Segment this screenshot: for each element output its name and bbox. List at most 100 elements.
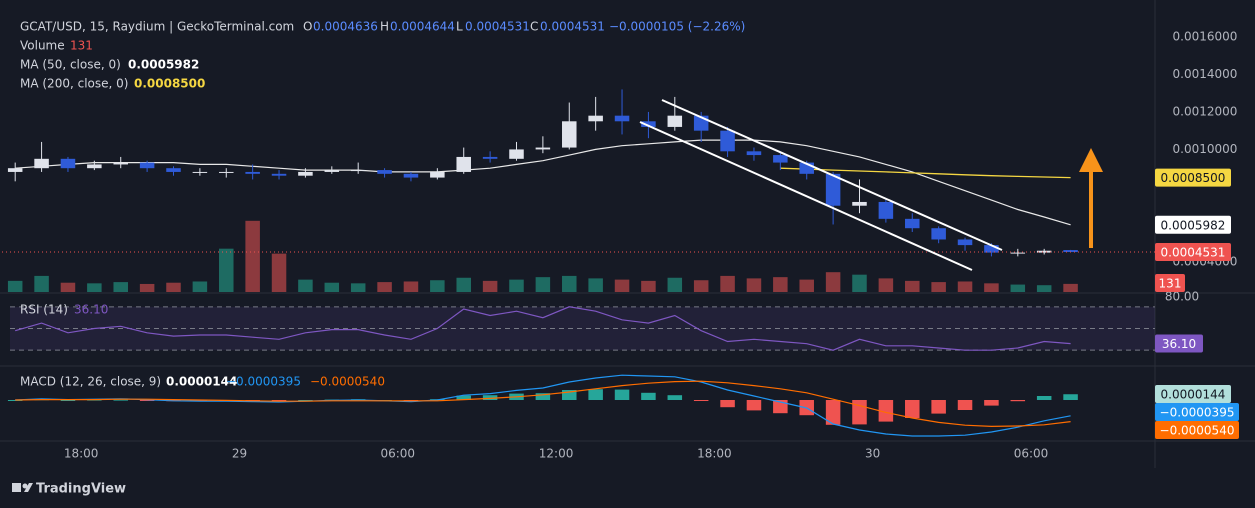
volume-bar: [219, 248, 234, 292]
series-line: [15, 306, 1071, 351]
histogram-bar: [957, 400, 973, 410]
price-badge-label: −0.0000540: [1160, 424, 1235, 438]
series-line: [15, 374, 1071, 437]
candle-body: [773, 155, 788, 163]
histogram-bar: [693, 400, 709, 401]
candle-body: [1063, 250, 1078, 253]
histogram-bar: [667, 395, 683, 400]
histogram-bar: [984, 400, 999, 406]
volume-bar: [192, 281, 208, 292]
volume-bar: [957, 281, 973, 292]
change: −0.0000105 (−2.26%): [609, 20, 745, 34]
volume-bar: [641, 280, 656, 292]
price-badge-label: 0.0004531: [1161, 246, 1226, 260]
price-badge: [1155, 421, 1239, 439]
histogram-bar: [720, 400, 735, 408]
volume-bar: [34, 275, 49, 292]
candle-body: [139, 162, 155, 169]
histogram-bar: [7, 400, 23, 401]
logo-icon: [12, 483, 21, 492]
arrow-head: [1079, 148, 1103, 172]
histogram-bar: [271, 400, 287, 401]
ohlc-value: 0.0004636: [313, 20, 378, 34]
volume-bar: [667, 277, 683, 292]
candle-body: [245, 171, 260, 174]
legend-value: −0.0000395: [226, 375, 301, 389]
candle-body: [720, 130, 735, 152]
volume-bar: [614, 279, 630, 292]
series-line: [15, 139, 1071, 226]
series-line: [780, 167, 1071, 179]
legend-label: RSI (14): [20, 303, 68, 317]
volume-bar: [931, 282, 946, 292]
price-badge: [1155, 243, 1231, 262]
volume-bar: [773, 277, 788, 292]
volume-bar: [298, 279, 313, 292]
volume-bar: [535, 277, 551, 292]
histogram-bar: [113, 399, 128, 401]
volume-bar: [878, 278, 894, 292]
volume-bar: [377, 282, 392, 292]
histogram-bar: [60, 400, 76, 401]
histogram-bar: [905, 400, 920, 418]
x-tick-label: 30: [865, 447, 880, 461]
marks: 18:00 29 06:00 12:00 18:00 30 06:00 0.0016000 0.…: [2, 29, 1237, 461]
ohlc-value: 0.0004531: [540, 20, 605, 34]
candle-body: [87, 164, 102, 169]
histogram-bar: [614, 389, 630, 400]
legend-value: 36.10: [74, 303, 108, 317]
histogram-bar: [746, 400, 762, 411]
histogram-bar: [852, 400, 867, 425]
price-badge: [1155, 403, 1239, 421]
volume-bar: [1063, 283, 1078, 292]
histogram-bar: [588, 389, 603, 400]
volume-bar: [139, 283, 155, 292]
legend-value: −0.0000540: [310, 375, 385, 389]
volume-bar: [403, 281, 419, 292]
candle-body: [192, 171, 208, 173]
histogram-bar: [1036, 396, 1052, 400]
candle-body: [746, 151, 762, 156]
y-tick-label: 80.00: [1165, 290, 1199, 304]
series-line: [15, 380, 1071, 428]
volume-bar: [1010, 284, 1026, 292]
price-badge: [1155, 334, 1203, 353]
candle-body: [905, 218, 920, 229]
candle-body: [324, 170, 340, 172]
volume-bar: [350, 283, 366, 292]
volume-bar: [271, 253, 287, 292]
candle-body: [957, 239, 973, 246]
histogram-bar: [878, 400, 894, 422]
candle-body: [298, 171, 313, 176]
volume-bar: [430, 280, 445, 292]
candle-body: [7, 168, 23, 172]
price-badge: [1155, 274, 1185, 292]
candle-body: [641, 121, 656, 127]
volume-bar: [1036, 285, 1052, 292]
volume-bar: [746, 278, 762, 292]
candle-body: [430, 171, 445, 178]
volume-bar: [693, 280, 709, 292]
legend-label: Volume: [20, 39, 65, 53]
volume-bar: [166, 282, 181, 292]
price-badge-label: −0.0000395: [1160, 406, 1235, 420]
volume-bar: [588, 278, 603, 292]
histogram-bar: [456, 395, 471, 400]
candle-body: [509, 149, 524, 159]
legend-value: 0.0000144: [166, 375, 237, 389]
x-tick-label: 29: [232, 447, 247, 461]
candle-body: [166, 168, 181, 172]
ohlc-key: C: [530, 20, 538, 34]
x-tick-label: 18:00: [697, 447, 732, 461]
logo-icon: [22, 483, 28, 489]
candle-body: [1010, 252, 1026, 254]
legend-label: MACD (12, 26, close, 9): [20, 375, 161, 389]
price-badge: [1155, 215, 1231, 234]
price-badge-label: 36.10: [1162, 337, 1196, 351]
candle-body: [456, 156, 471, 172]
candle-body: [614, 115, 630, 122]
volume-bar: [799, 279, 814, 292]
histogram-bar: [139, 400, 155, 401]
